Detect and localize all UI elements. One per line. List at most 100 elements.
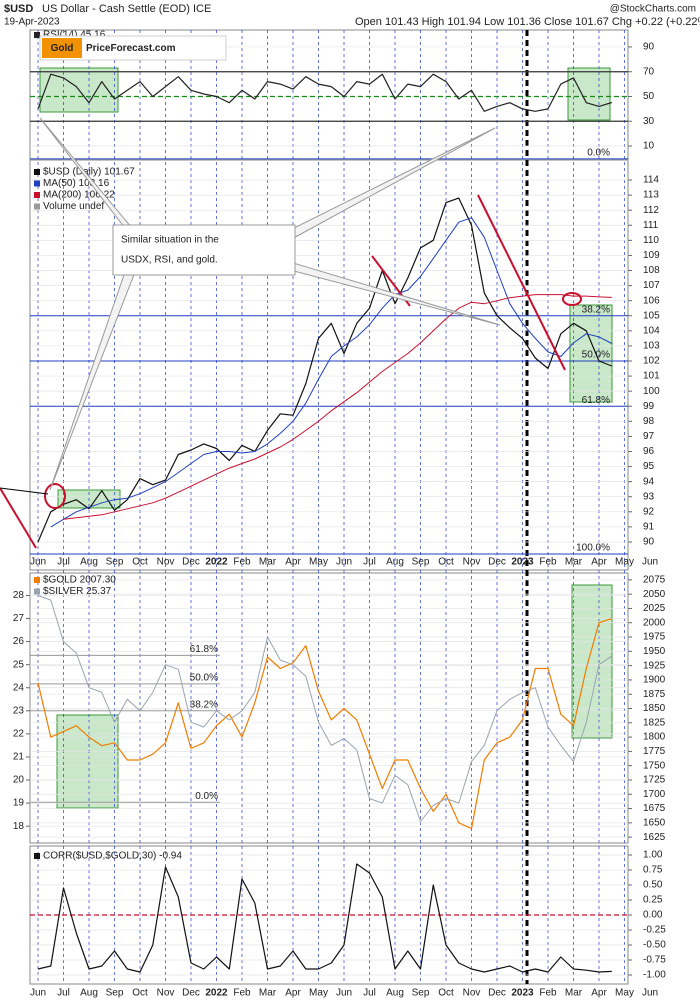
y-tick-label: 1975 <box>643 632 666 643</box>
x-tick-label: Oct <box>438 988 454 999</box>
y-tick-label: 100 <box>643 386 660 397</box>
y-tick-label: 1800 <box>643 732 666 743</box>
y-tick-label: -1.00 <box>643 970 666 981</box>
x-tick-label: May <box>309 557 328 568</box>
y-tick-label: 2025 <box>643 603 666 614</box>
y-tick-label: 91 <box>643 522 655 533</box>
y-tick-label: 1750 <box>643 760 666 771</box>
y-tick-label: 104 <box>643 325 660 336</box>
y-tick-label: 112 <box>643 205 659 216</box>
y-tick-label: 1950 <box>643 646 666 657</box>
x-tick-label: Mar <box>565 557 583 568</box>
y-tick-label: 1650 <box>643 817 666 828</box>
x-tick-label: Apr <box>285 557 301 568</box>
series-line <box>37 73 612 112</box>
legend-swatch <box>34 577 40 583</box>
fib-label: 50.0% <box>582 350 610 361</box>
y-tick-label: 102 <box>643 356 660 367</box>
logo-site: PriceForecast.com <box>86 43 176 54</box>
x-tick-label: Oct <box>132 988 148 999</box>
highlight-zone <box>56 714 119 809</box>
x-tick-label: Mar <box>565 988 583 999</box>
y-tick-label: 1775 <box>643 746 666 757</box>
callout-box <box>112 224 296 276</box>
x-tick-label: Mar <box>259 988 277 999</box>
legend-label: $SILVER 25.37 <box>43 586 112 597</box>
legend-swatch <box>34 192 40 198</box>
x-tick-label: Jun <box>642 988 658 999</box>
y-tick-label: 107 <box>643 280 660 291</box>
y-tick-label: -0.75 <box>643 955 666 966</box>
x-tick-label: Aug <box>80 557 98 568</box>
x-tick-label: Jul <box>363 988 376 999</box>
y2-tick-label: 28 <box>13 590 25 601</box>
y-tick-label: 98 <box>643 416 655 427</box>
x-tick-label: May <box>309 988 328 999</box>
y-tick-label: 30 <box>643 116 655 127</box>
legend-label: MA(50) 103.16 <box>43 178 110 189</box>
y-tick-label: 101 <box>643 371 660 382</box>
x-tick-label: Dec <box>182 988 200 999</box>
x-tick-label: Nov <box>157 557 175 568</box>
x-tick-label: Jun <box>336 988 352 999</box>
y-tick-label: 95 <box>643 461 655 472</box>
x-tick-label: Feb <box>539 988 557 999</box>
y-tick-label: 110 <box>643 235 659 246</box>
highlight-circle <box>44 483 66 509</box>
x-tick-label: Aug <box>80 988 98 999</box>
y2-tick-label: 23 <box>13 705 25 716</box>
x-tick-label: Jun <box>30 988 46 999</box>
series-line <box>37 595 613 822</box>
legend-label: $USD (Daily) 101.67 <box>43 167 135 178</box>
fib-label: 61.8% <box>582 395 610 406</box>
x-tick-label: Dec <box>488 557 506 568</box>
price-panel <box>29 159 629 571</box>
y-tick-label: 1925 <box>643 660 666 671</box>
x-tick-label: Nov <box>463 557 481 568</box>
symbol: $USD <box>4 3 33 15</box>
x-tick-label: Apr <box>591 988 607 999</box>
fib-label: 38.2% <box>582 304 610 315</box>
series-line <box>50 217 613 528</box>
y-tick-label: 94 <box>643 476 655 487</box>
legend-label: Volume undef <box>43 201 104 212</box>
y-tick-label: 99 <box>643 401 655 412</box>
x-tick-label: Sep <box>106 557 124 568</box>
y-tick-label: 114 <box>643 175 659 186</box>
y-tick-label: 0.00 <box>643 910 663 921</box>
source: @StockCharts.com <box>610 4 696 15</box>
legend-swatch <box>34 203 40 210</box>
y-tick-label: 1875 <box>643 689 666 700</box>
callout-text: Similar situation in the <box>121 235 219 246</box>
y-tick-label: 113 <box>643 190 659 201</box>
series-line <box>63 294 612 520</box>
trend-line <box>0 487 37 549</box>
series-line <box>37 863 612 973</box>
y-tick-label: 90 <box>643 537 655 548</box>
fib-label: 0.0% <box>195 791 218 802</box>
y2-tick-label: 20 <box>13 775 25 786</box>
y-tick-label: 0.75 <box>643 865 663 876</box>
x-tick-label: Jul <box>57 988 70 999</box>
y-tick-label: 93 <box>643 491 655 502</box>
y-tick-label: 111 <box>643 220 659 231</box>
x-tick-label: Feb <box>539 557 557 568</box>
series-line <box>37 618 612 830</box>
logo-badge <box>42 38 82 58</box>
pointer-line <box>0 487 49 495</box>
legend-swatch <box>34 588 40 595</box>
highlight-zone <box>567 67 611 121</box>
x-tick-label: Nov <box>463 988 481 999</box>
fib-label: 0.0% <box>587 148 610 159</box>
legend-label: CORR($USD,$GOLD,30) -0.94 <box>43 851 182 862</box>
x-tick-label: Jun <box>30 557 46 568</box>
fib-label: 38.2% <box>190 699 218 710</box>
symbol-name: US Dollar - Cash Settle (EOD) ICE <box>42 3 211 15</box>
y-tick-label: 1825 <box>643 717 666 728</box>
y-tick-label: 0.25 <box>643 895 663 906</box>
y-tick-label: 1725 <box>643 775 666 786</box>
series-line <box>37 197 613 543</box>
x-tick-label: Feb <box>233 988 251 999</box>
